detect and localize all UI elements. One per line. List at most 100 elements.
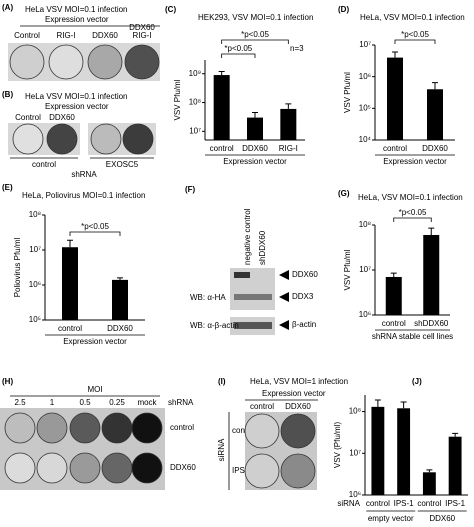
column-label: Control (15, 113, 41, 122)
bar (280, 108, 297, 140)
x-tick-label: shDDX60 (414, 319, 449, 328)
panel-label: (B) (2, 90, 13, 99)
x-tick-label: control (417, 499, 441, 508)
plate (244, 453, 280, 489)
x-tick-label: control (210, 144, 234, 153)
plate (36, 412, 68, 444)
annotation: *p<0.05 (241, 30, 269, 39)
plate (124, 44, 160, 80)
x-axis-label: shRNA stable cell lines (372, 332, 453, 341)
row-label: IPS-1 (232, 466, 253, 475)
x-tick-label: DDX60 (422, 144, 448, 153)
panel-label: (C) (165, 5, 176, 14)
bar (397, 408, 411, 495)
error-bar (285, 103, 292, 109)
plate (36, 452, 68, 484)
row-header: siRNA (217, 438, 226, 461)
plate (69, 452, 101, 484)
bar (387, 57, 403, 140)
panel-label: (F) (185, 185, 196, 194)
x-tick-label: control (382, 319, 406, 328)
error-bar (390, 272, 397, 277)
lane-label: negative control (243, 208, 252, 265)
column-label: DDX60 (285, 402, 311, 411)
band-label: DDX3 (292, 292, 314, 301)
error-bar (426, 469, 433, 473)
y-axis-label: VSV Pfu/ml (343, 72, 352, 113)
plate (4, 452, 36, 484)
panel-title: HeLa VSV MOI=0.1 infection (25, 5, 128, 14)
arrowhead (279, 270, 289, 280)
plate (244, 413, 280, 449)
plate (131, 412, 163, 444)
x-axis-label: Expression vector (223, 157, 287, 166)
chart-title: HeLa, VSV MOI=0.1 infection (358, 193, 463, 202)
plate (48, 44, 84, 80)
y-tick-label: 10⁴ (359, 135, 372, 144)
bar (385, 276, 402, 315)
x-tick-label: control (383, 144, 407, 153)
x-tick-label: IPS-1 (394, 499, 415, 508)
plate (101, 412, 133, 444)
x-tick-label: RIG-I (279, 144, 298, 153)
panel-label: (D) (338, 5, 349, 14)
y-tick-label: 10⁷ (349, 448, 361, 457)
column-label: DDX60 (129, 23, 155, 32)
plate (280, 453, 316, 489)
x-axis-label: Expression vector (383, 157, 447, 166)
bar (371, 406, 385, 495)
group-label: control (32, 160, 56, 169)
y-tick-label: 10⁷ (359, 265, 371, 274)
column-label: control (250, 402, 274, 411)
y-tick-label: 10⁸ (189, 98, 201, 107)
column-header: MOI (87, 385, 102, 394)
panel-label: (I) (218, 377, 226, 386)
band-label: DDX60 (292, 270, 318, 279)
band (234, 272, 250, 278)
antibody-label: WB: α-HA (190, 293, 226, 302)
bar (112, 279, 128, 320)
y-tick-label: 10⁶ (349, 490, 361, 499)
bar (213, 75, 230, 140)
panel-label: (G) (338, 189, 350, 198)
column-label: RIG-I (132, 31, 151, 40)
bar (247, 117, 263, 140)
x-axis-label: Expression vector (63, 337, 127, 346)
annotation: *p<0.05 (224, 44, 252, 53)
bar (422, 472, 436, 495)
significance-bracket (393, 217, 432, 222)
error-bar (374, 399, 381, 407)
x-tick-label: DDX60 (107, 324, 133, 333)
column-label: 2.5 (14, 398, 26, 407)
chart-title: HeLa, Poliovirus MOI=0.1 infection (22, 191, 145, 200)
plate (101, 452, 133, 484)
arrowhead (279, 292, 289, 302)
annotation: *p<0.05 (401, 30, 429, 39)
y-tick-label: 10⁵ (359, 103, 371, 112)
plate (280, 413, 316, 449)
arrowhead (279, 320, 289, 330)
error-bar (117, 277, 123, 280)
y-axis-label: VSV (Pfu/ml) (333, 422, 342, 469)
panel-label: (A) (2, 3, 13, 12)
row-header: shRNA (71, 170, 97, 179)
x-tick-label: DDX60 (242, 144, 268, 153)
y-axis-label: VSV Pfu/ml (343, 249, 352, 290)
y-tick-label: 10⁵ (29, 315, 41, 324)
lane-label: shDDX60 (258, 230, 267, 265)
y-tick-label: 10⁷ (29, 245, 41, 254)
panel-label: (H) (2, 377, 13, 386)
plate (90, 123, 122, 155)
row-label: DDX60 (170, 463, 196, 472)
plate (122, 123, 154, 155)
y-axis-label: VSV Pfu/ml (173, 79, 182, 120)
plate (69, 412, 101, 444)
panel-label: (J) (412, 377, 422, 386)
group-label: empty vector (368, 514, 414, 523)
y-tick-label: 10⁶ (29, 280, 41, 289)
band (234, 294, 272, 300)
x-tick-label: control (366, 499, 390, 508)
column-label: 0.25 (109, 398, 125, 407)
column-label: RIG-I (56, 31, 75, 40)
